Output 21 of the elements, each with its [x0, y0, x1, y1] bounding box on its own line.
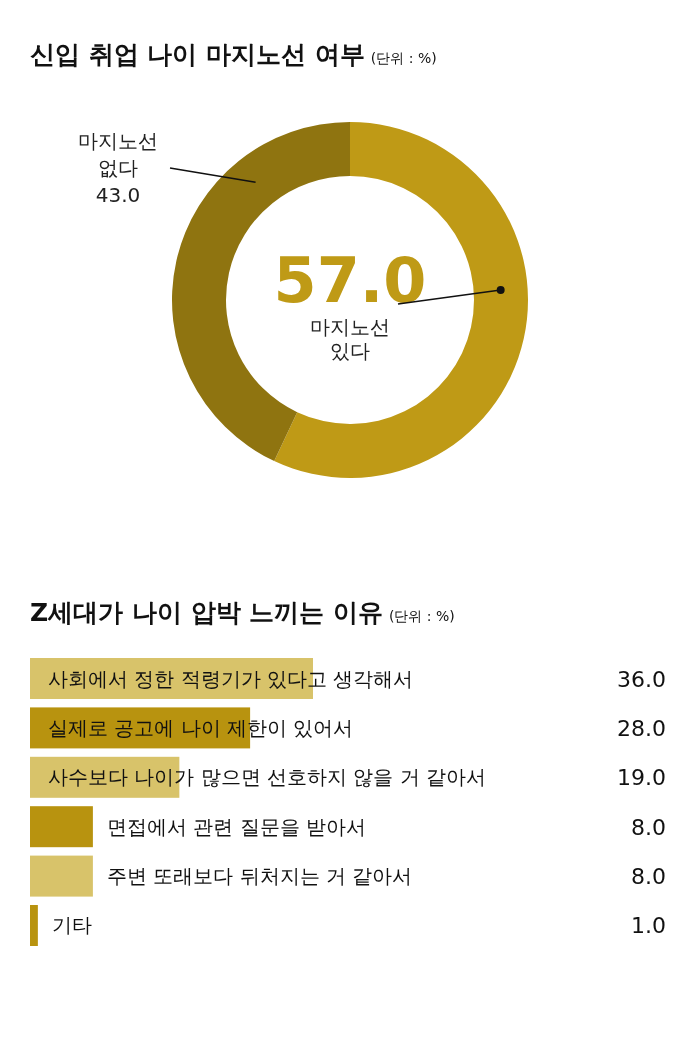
- data-label: 28.0: [617, 715, 666, 741]
- y-tick-label: 기타: [51, 913, 92, 938]
- y-tick-label: 면접에서 관련 질문을 받아서: [106, 814, 366, 839]
- data-label: 19.0: [617, 765, 666, 791]
- data-label: 8.0: [631, 814, 666, 840]
- data-label: 57.0: [273, 244, 427, 317]
- data-label: 43.0: [95, 183, 141, 207]
- donut-slice: [274, 122, 528, 478]
- chart-title: 신입 취업 나이 마지노선 여부: [30, 40, 365, 69]
- chart-title: Z세대가 나이 압박 느끼는 이유: [30, 598, 383, 627]
- text: (단위 : %): [388, 608, 455, 624]
- data-label: 1.0: [631, 913, 666, 939]
- bar: [30, 855, 93, 897]
- bar: [30, 905, 38, 946]
- slice-label: 마지노선 없다: [78, 129, 158, 180]
- data-label: 8.0: [631, 864, 666, 890]
- chart-subtitle: (단위 : %): [370, 50, 437, 66]
- slice-label: 마지노선 있다: [310, 315, 390, 363]
- bar: [30, 806, 93, 848]
- data-label: 36.0: [617, 666, 666, 692]
- y-tick-label: 주변 또래보다 뒤처지는 거 같아서: [106, 864, 413, 889]
